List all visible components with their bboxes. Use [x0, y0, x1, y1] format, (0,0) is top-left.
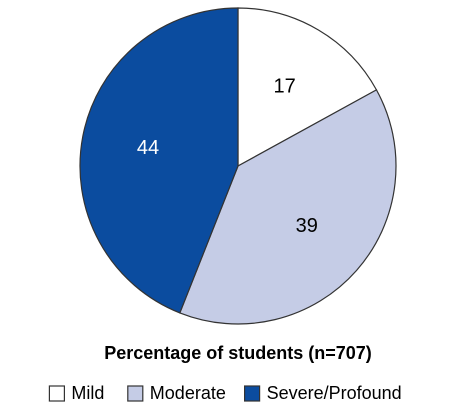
legend-swatch — [48, 385, 66, 402]
legend-swatch — [127, 385, 144, 402]
data-label: 44 — [137, 137, 159, 159]
pie-slice — [237, 7, 378, 168]
data-label: 17 — [274, 75, 296, 97]
legend-label: Severe/Profound — [267, 383, 402, 403]
pie-slice — [79, 7, 239, 314]
data-label: 39 — [296, 215, 318, 237]
legend-label: Mild — [71, 383, 104, 403]
chart-title: Percentage of students (n=707) — [104, 343, 372, 363]
legend-label: Moderate — [150, 383, 226, 403]
legend-swatch — [244, 385, 261, 402]
pie-slice — [179, 89, 397, 325]
